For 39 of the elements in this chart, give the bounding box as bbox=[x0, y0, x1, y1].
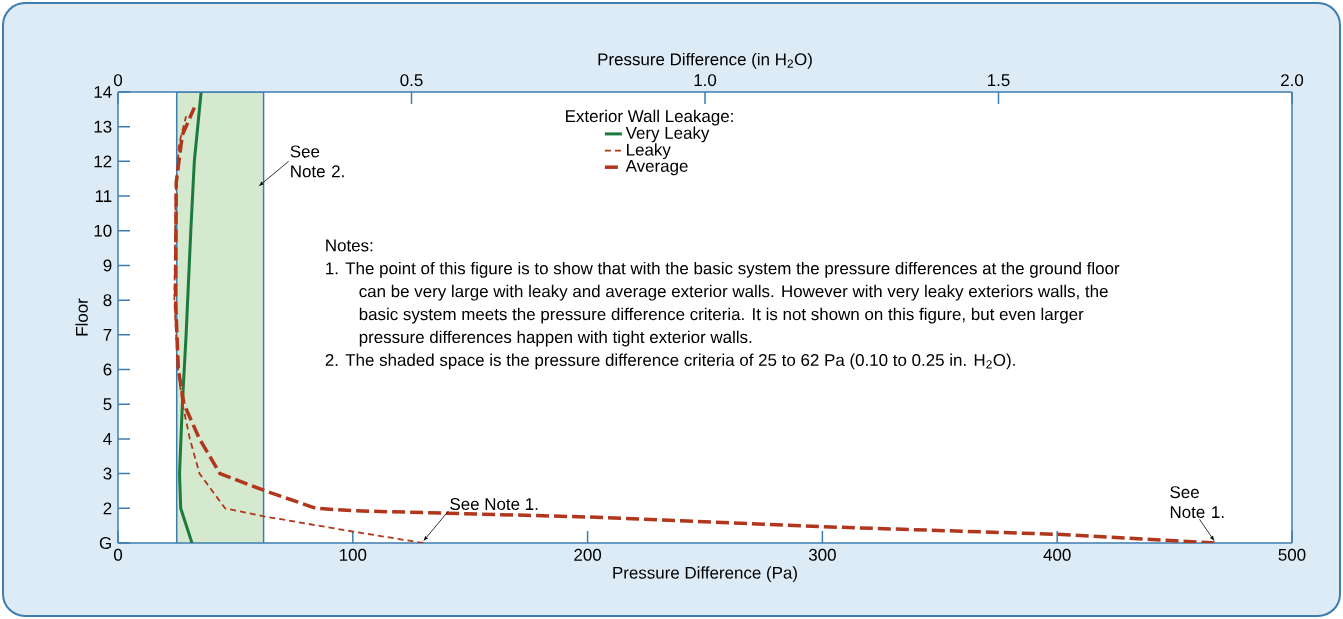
annotation: Notes: bbox=[326, 239, 373, 252]
x-tick-label: 500 bbox=[1278, 548, 1306, 561]
annotation: 1. The point of this figure is to show that with the basic system the pressure differences at the ground floor can be very large with leaky and average exterior walls. However with very leaky exteriors walls, the basic system meets the pressure difference criteria. It is not shown on this figure, but even larger pressure differences happen with tight exterior walls. bbox=[326, 261, 1120, 347]
x-tick-label: 0 bbox=[113, 548, 123, 561]
y-tick-label: 5 bbox=[103, 398, 112, 411]
x2-tick-label: 1.5 bbox=[988, 74, 1010, 87]
x-tick-label: 100 bbox=[339, 548, 367, 561]
x-axis-title: Pressure Difference (Pa) bbox=[613, 566, 797, 583]
x2-tick-label: 0 bbox=[113, 74, 123, 87]
y-tick-label: 14 bbox=[94, 86, 112, 98]
y-tick-label: 9 bbox=[103, 259, 112, 272]
y-tick-label: 7 bbox=[103, 329, 112, 341]
y-tick-label: 8 bbox=[103, 294, 112, 307]
x2-tick-label: 0.5 bbox=[400, 74, 423, 87]
legend-label: Average bbox=[625, 160, 688, 176]
x2-axis-title: Pressure Difference (in H$_{2}$O) bbox=[598, 52, 812, 69]
x2-tick-label: 2.0 bbox=[1281, 74, 1304, 87]
y-tick-label: 13 bbox=[94, 120, 112, 133]
y-tick-label: 3 bbox=[103, 467, 112, 480]
y-tick-label: 6 bbox=[103, 363, 112, 376]
x-tick-label: 200 bbox=[574, 548, 602, 561]
y-tick-label: 4 bbox=[103, 433, 112, 445]
annotation: See Note 1. bbox=[1170, 486, 1224, 519]
legend-title: Exterior Wall Leakage: bbox=[566, 109, 733, 126]
annotation: See Note 1. bbox=[450, 498, 538, 511]
y-tick-label: 12 bbox=[94, 155, 112, 168]
x-tick-label: 400 bbox=[1043, 548, 1071, 561]
y-axis-title: Floor bbox=[75, 298, 88, 336]
y-tick-label: 11 bbox=[95, 190, 112, 202]
annotation: 2. The shaded space is the pressure difference criteria of 25 to 62 Pa (0.10 to 0.25 in. H$_{2}$O). bbox=[325, 353, 1015, 370]
y-tick-label: G bbox=[99, 536, 111, 549]
x2-tick-label: 1.0 bbox=[694, 74, 717, 87]
annotation: See Note 2. bbox=[290, 145, 344, 178]
legend-label: Very Leaky bbox=[625, 126, 710, 143]
legend-label: Leaky bbox=[627, 143, 671, 160]
y-tick-label: 2 bbox=[103, 502, 112, 515]
y-tick-label: 10 bbox=[94, 224, 112, 237]
x-tick-label: 300 bbox=[808, 548, 836, 561]
line-series bbox=[178, 91, 203, 543]
